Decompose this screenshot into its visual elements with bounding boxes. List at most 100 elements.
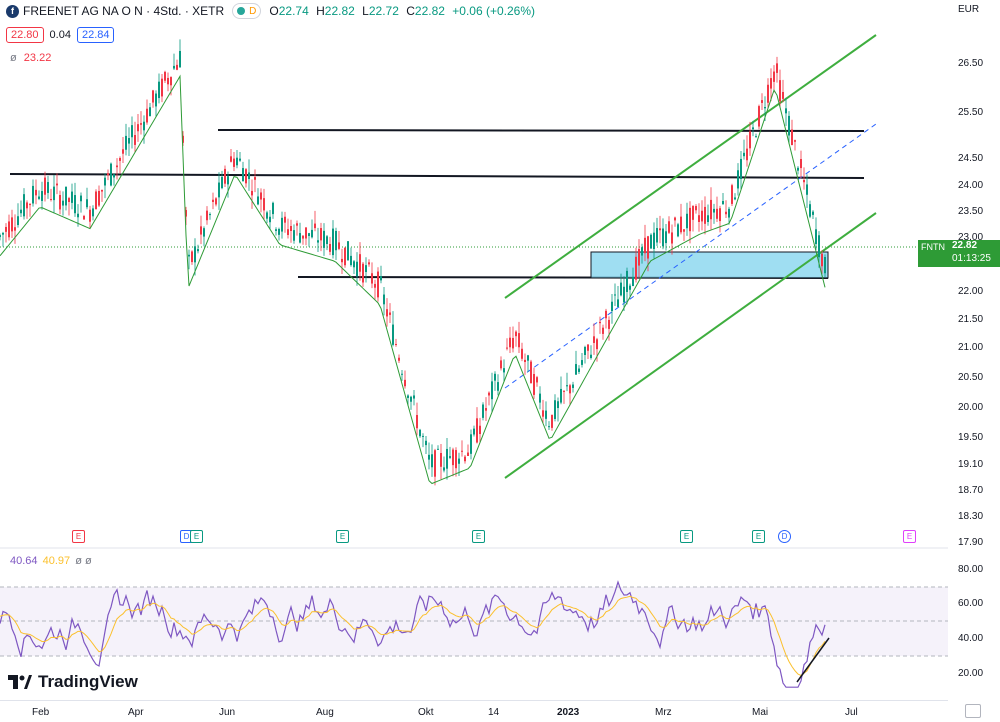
candle-body [305,227,307,239]
settings-icon[interactable] [965,704,981,718]
candle-body [506,347,508,349]
mode-badge: D [249,5,257,17]
rsi-tick: 40.00 [958,633,984,644]
last-price-tag: FNTN 22.82 01:13:25 [918,240,1000,267]
candle-body [788,115,790,136]
earnings-marker[interactable]: E [72,530,85,543]
candle-body [95,191,97,210]
average-value: 23.22 [23,52,52,64]
candle-body [263,198,265,211]
time-axis[interactable]: Feb Apr Jun Aug Okt 14 2023 Mrz Mai Jul [0,700,948,722]
candle-body [29,204,31,206]
candle-body [566,385,568,387]
rsi-tick: 80.00 [958,564,984,575]
candle-body [158,81,160,99]
candle-body [185,210,187,217]
ask-price[interactable]: 22.84 [76,27,115,43]
earnings-marker[interactable]: E [190,530,203,543]
candle-body [695,206,697,211]
candle-body [461,450,463,452]
candle-body [260,192,262,200]
earnings-marker[interactable]: E [903,530,916,543]
earnings-marker[interactable]: E [680,530,693,543]
candle-body [653,232,655,249]
candle-body [806,184,808,195]
tradingview-logo[interactable]: TradingView [8,672,138,692]
candle-body [398,357,400,361]
candle-body [797,167,799,171]
candle-body [560,388,562,403]
candle-body [5,226,7,232]
candle-body [356,261,358,277]
candle-body [779,80,781,102]
candle-body [248,172,250,179]
candle-body [314,223,316,229]
candle-body [524,359,526,363]
candle-body [542,410,544,417]
candle-body [677,224,679,237]
candle-body [269,216,271,223]
candle-body [68,198,70,203]
candle-body [404,379,406,387]
earnings-marker[interactable]: E [472,530,485,543]
candle-body [383,294,385,305]
candle-body [53,186,55,201]
candle-body [224,168,226,184]
market-status[interactable]: D [232,3,262,19]
candle-body [170,77,172,86]
earnings-marker[interactable]: E [752,530,765,543]
candle-body [719,208,721,222]
candle-body [14,227,16,231]
candle-body [173,65,175,69]
candle-body [200,226,202,235]
candle-body [593,336,595,343]
time-tick: Aug [316,707,334,718]
candle-body [521,348,523,359]
candle-body [320,228,322,241]
currency-label[interactable]: EUR [958,4,980,15]
candle-body [395,344,397,346]
candle-body [581,360,583,365]
price-tick: 19.50 [958,432,984,443]
candle-body [374,283,376,288]
candle-body [701,210,703,222]
candle-body [680,216,682,233]
candle-body [422,435,424,437]
dividend-marker[interactable]: D [180,530,193,543]
candle-body [179,50,181,68]
price-tick: 21.00 [958,342,984,353]
price-tick: 17.90 [958,537,984,548]
candle-body [626,270,628,292]
price-chart[interactable] [0,0,948,700]
rsi-tick: 60.00 [958,598,984,609]
candle-body [443,467,445,471]
candle-body [209,214,211,216]
candle-body [353,261,355,268]
candle-body [80,195,82,202]
candle-body [596,339,598,350]
low-label: L [362,4,369,18]
dividend-marker[interactable]: D [778,530,791,543]
candle-body [380,276,382,281]
candle-body [518,333,520,348]
candle-body [251,190,253,196]
average-symbol: ø [10,52,17,64]
bid-price[interactable]: 22.80 [6,27,44,43]
candle-body [389,312,391,315]
earnings-marker[interactable]: E [336,530,349,543]
symbol-title[interactable]: FREENET AG NA O N · 4Std. · XETR [23,4,225,18]
candle-body [302,235,304,239]
average-row: ø 23.22 [10,52,51,64]
candle-body [479,425,481,435]
candle-body [371,273,373,284]
candle-body [452,449,454,466]
candle-body [167,77,169,85]
price-axis[interactable]: EUR 26.50 25.50 24.50 24.00 23.50 23.00 … [948,0,1000,721]
time-tick: Apr [128,707,144,718]
candle-body [218,182,220,198]
candle-body [221,176,223,189]
candle-body [809,204,811,217]
candle-body [257,196,259,205]
candle-body [512,337,514,349]
candle-body [47,182,49,193]
